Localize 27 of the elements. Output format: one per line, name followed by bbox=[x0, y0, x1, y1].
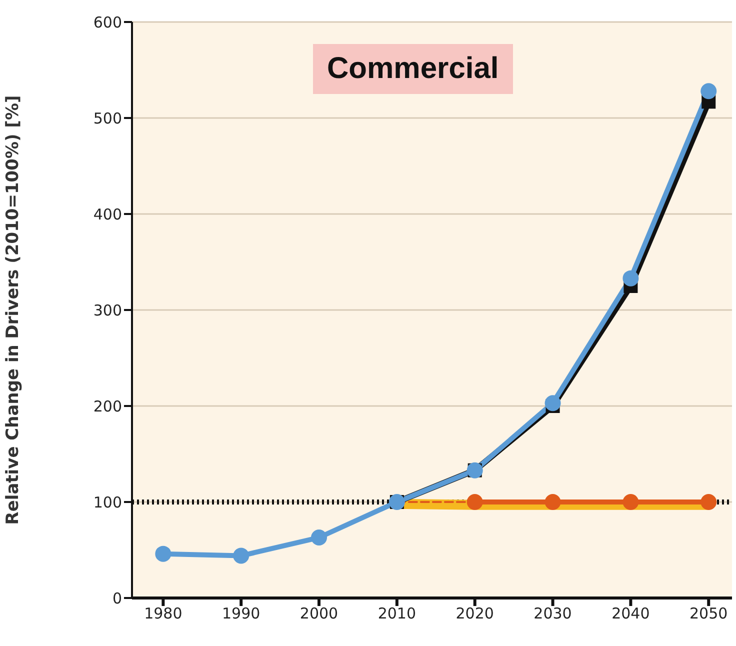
y-axis-title: Relative Change in Drivers (2010=100%) [%] bbox=[3, 95, 24, 525]
x-tick-label: 2020 bbox=[456, 604, 494, 623]
y-tick-label: 100 bbox=[93, 493, 122, 512]
x-tick-label: 2010 bbox=[378, 604, 416, 623]
point bbox=[466, 494, 483, 510]
y-tick-label: 200 bbox=[93, 397, 122, 416]
point bbox=[155, 546, 172, 562]
x-tick-label: 2000 bbox=[300, 604, 338, 623]
y-tick-label: 0 bbox=[112, 589, 122, 608]
x-tick-label: 2030 bbox=[534, 604, 572, 623]
y-tick-label: 600 bbox=[93, 13, 122, 32]
point bbox=[700, 494, 717, 510]
point bbox=[311, 530, 328, 546]
text: Commercial bbox=[313, 44, 513, 94]
x-tick-label: 1980 bbox=[144, 604, 182, 623]
x-tick-label: 2040 bbox=[612, 604, 650, 623]
point bbox=[700, 83, 717, 100]
point bbox=[544, 494, 561, 510]
point bbox=[544, 395, 561, 412]
y-tick-label: 300 bbox=[93, 301, 122, 320]
point bbox=[622, 270, 639, 286]
point bbox=[233, 548, 250, 564]
y-tick-label: 500 bbox=[93, 109, 122, 128]
x-tick-label: 1990 bbox=[222, 604, 260, 623]
y-tick-label: 400 bbox=[93, 205, 122, 224]
x-tick-label: 2050 bbox=[690, 604, 728, 623]
point bbox=[622, 494, 639, 510]
